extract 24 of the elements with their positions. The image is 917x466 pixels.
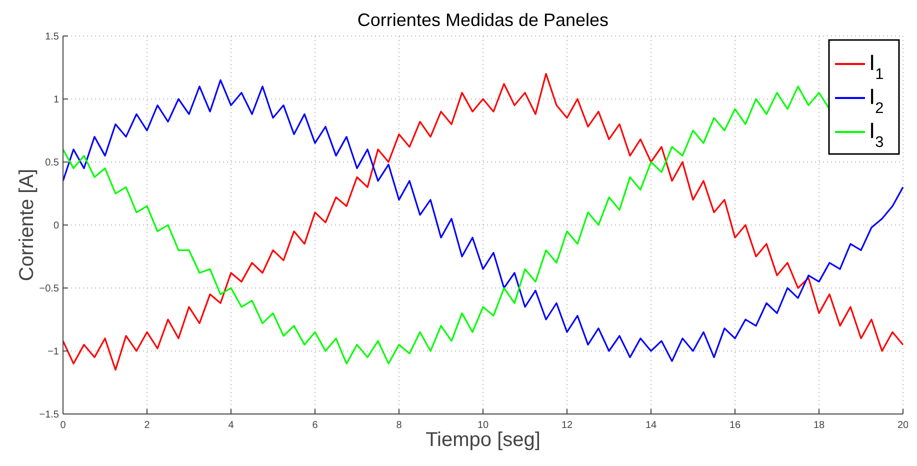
x-tick-label: 20	[897, 420, 909, 431]
x-tick-label: 10	[477, 420, 489, 431]
legend-label: I$_{2}$	[869, 84, 884, 116]
y-tick-label: −1	[48, 346, 60, 358]
legend-label: I$_{3}$	[869, 118, 884, 150]
x-tick-label: 2	[144, 420, 150, 431]
legend-label: I$_{1}$	[869, 50, 884, 82]
chart-title: Corrientes Medidas de Paneles	[357, 10, 609, 30]
y-tick-label: 1.5	[45, 32, 60, 42]
x-tick-label: 18	[813, 420, 825, 431]
x-tick-label: 0	[60, 420, 66, 431]
x-tick-label: 8	[396, 420, 402, 431]
x-tick-label: 12	[561, 420, 573, 431]
y-tick-label: −0.5	[39, 284, 60, 294]
y-tick-label: 0.5	[45, 158, 60, 168]
x-tick-label: 6	[312, 420, 318, 431]
y-tick-label: −1.5	[39, 410, 60, 420]
y-tick-label: 1	[53, 94, 60, 106]
x-axis-title: Tiempo [seg]	[426, 429, 540, 451]
x-tick-label: 16	[729, 420, 741, 431]
x-tick-label: 14	[645, 420, 657, 431]
y-axis-title: Corriente [A]	[16, 168, 38, 282]
y-tick-label: 0	[53, 220, 60, 232]
x-tick-label: 4	[228, 420, 234, 431]
